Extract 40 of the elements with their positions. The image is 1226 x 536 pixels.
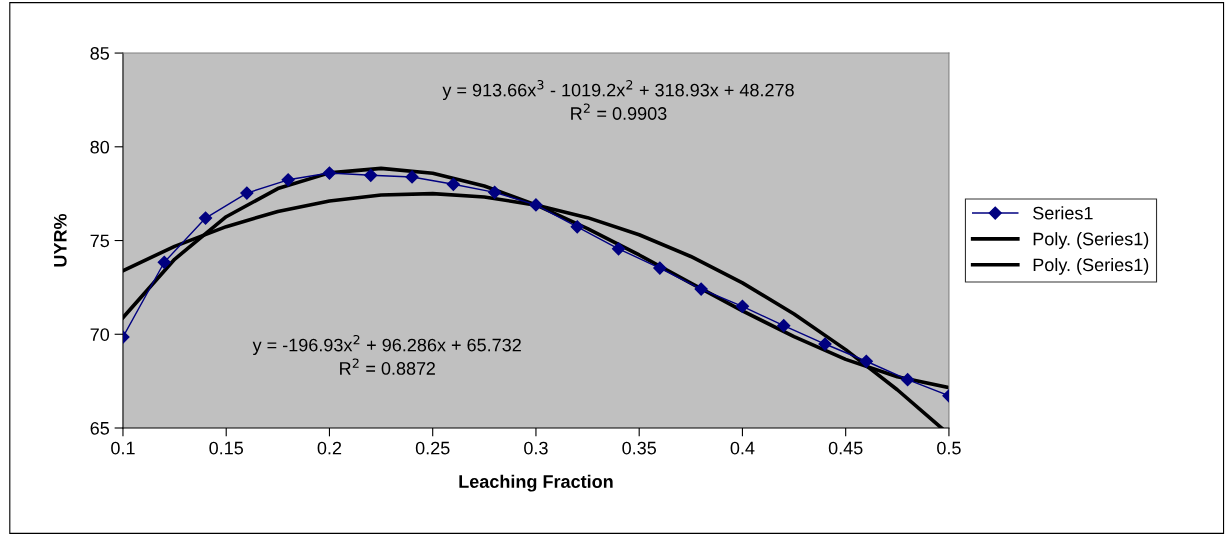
x-tick-label: 0.3 <box>524 441 548 455</box>
point <box>529 198 543 212</box>
point <box>818 337 832 351</box>
annotation: y = -196.93x$^{2}$ + 96.286x + 65.732 R$^{2}$ = 0.8872 <box>252 334 521 375</box>
text: y = 913.66x$^{3}$ - 1019.2x$^{2}$ + 318.93x + 48.278 R$^{2}$ = 0.9903 <box>442 80 794 120</box>
point <box>735 299 750 313</box>
point <box>405 170 419 184</box>
y-axis-title: UYR% <box>53 213 67 267</box>
point <box>611 242 626 256</box>
legend-label: Poly. (Series1) <box>1033 232 1149 249</box>
point <box>198 211 213 225</box>
x-axis-title: Leaching Fraction <box>459 474 613 492</box>
x-tick-label: 0.45 <box>828 441 863 455</box>
point <box>653 261 667 275</box>
y-tick-label: 85 <box>90 47 110 60</box>
y-tick-label: 70 <box>90 328 110 341</box>
point <box>157 255 171 269</box>
point <box>322 166 337 180</box>
point <box>570 220 584 234</box>
x-tick-label: 0.15 <box>209 441 244 455</box>
point <box>859 354 873 368</box>
x-tick-label: 0.5 <box>937 441 961 455</box>
x-tick-label: 0.2 <box>317 441 342 455</box>
point <box>694 282 708 296</box>
x-tick-label: 0.1 <box>111 441 135 455</box>
point <box>281 173 295 187</box>
x-tick-label: 0.4 <box>730 441 755 455</box>
point <box>446 177 460 191</box>
point <box>488 185 502 199</box>
point <box>777 319 791 333</box>
point <box>364 168 378 182</box>
point <box>901 373 915 387</box>
x-tick-label: 0.25 <box>415 441 450 455</box>
legend-label: Poly. (Series1) <box>1033 257 1149 275</box>
y-tick-label: 75 <box>90 234 110 248</box>
point <box>240 186 254 200</box>
y-tick-label: 80 <box>90 140 110 154</box>
x-tick-label: 0.35 <box>622 441 657 455</box>
legend-label: Series1 <box>1033 206 1093 220</box>
y-tick-label: 65 <box>90 421 110 435</box>
